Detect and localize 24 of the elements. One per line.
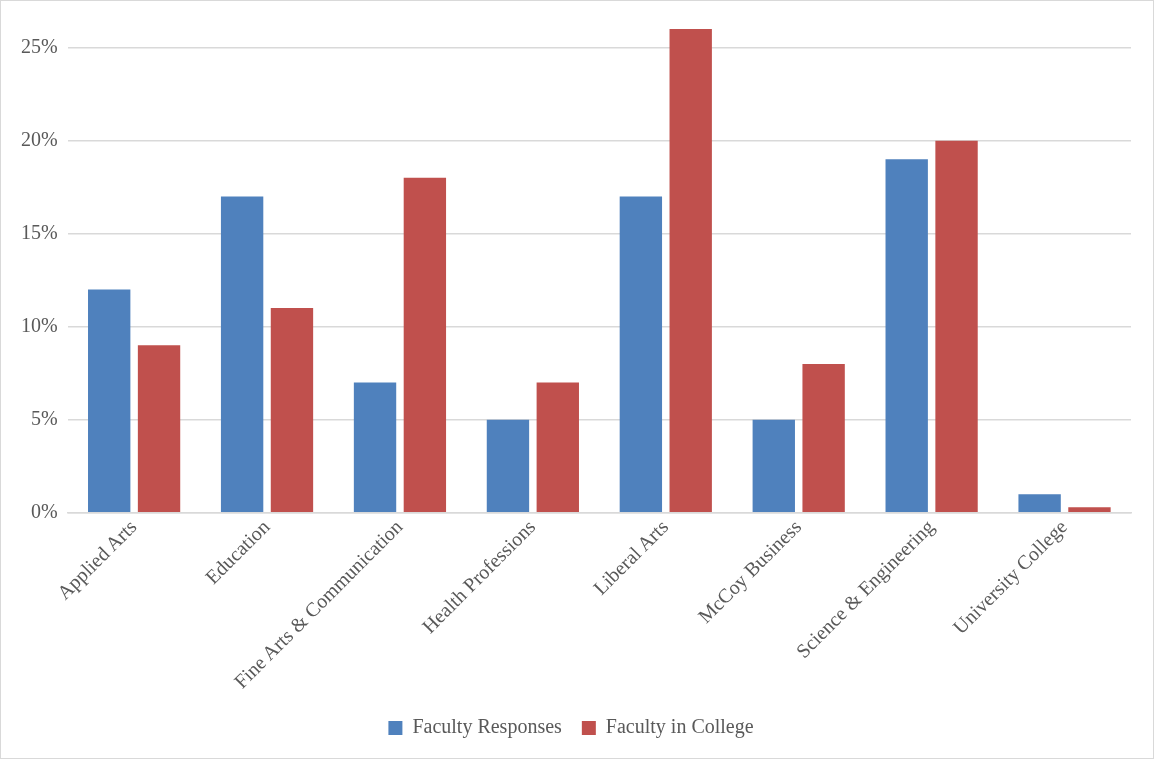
bar [1018,494,1061,513]
bar [885,159,928,513]
bar [669,29,712,513]
bar [88,289,131,513]
y-tick-label: 0% [30,500,58,523]
bar [486,419,530,513]
legend-label: Faculty Responses [412,715,563,739]
bar [619,196,663,513]
bar [270,308,314,513]
bar [802,363,845,513]
bar [220,196,264,513]
y-tick-label: 10% [20,313,58,336]
legend-label: Faculty in College [605,715,754,739]
bar [137,345,181,513]
y-tick-label: 15% [20,220,58,243]
bar [353,382,397,513]
bar [1068,507,1111,513]
y-tick-label: 20% [20,127,58,150]
y-tick-label: 25% [20,34,58,57]
bar [536,382,579,513]
y-tick-label: 5% [30,407,58,430]
bar [752,419,795,513]
bar [935,140,978,513]
bar [403,177,447,513]
